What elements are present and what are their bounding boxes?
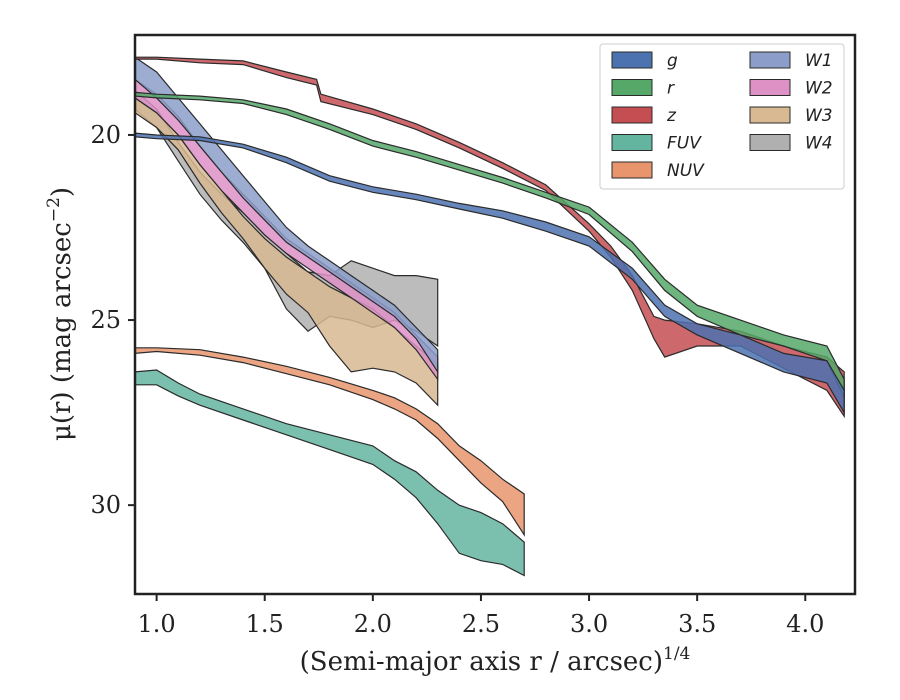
legend-swatch-w2 bbox=[749, 79, 791, 96]
legend-swatch-w3 bbox=[749, 106, 791, 124]
legend-label-w2: W2 bbox=[805, 79, 833, 99]
y-axis-label-exponent: −2 bbox=[44, 197, 64, 222]
legend: grz FUV NUV W1 W2 W3 W4 bbox=[599, 43, 845, 190]
x-tick-label: 2.0 bbox=[354, 610, 392, 638]
profile-areas bbox=[134, 56, 845, 577]
legend-swatch-r bbox=[611, 79, 653, 96]
legend-label-fuv: FUV bbox=[667, 134, 702, 154]
area-w1 bbox=[134, 56, 439, 374]
y-axis-label: μ(r) (mag arcsec−2) bbox=[44, 187, 77, 441]
legend-label-z: z bbox=[666, 106, 677, 126]
area-g bbox=[134, 132, 845, 415]
legend-swatch-fuv bbox=[611, 134, 653, 151]
plot-frame bbox=[133, 33, 857, 596]
y-tick-label: 30 bbox=[90, 491, 121, 519]
legend-label-g: g bbox=[667, 51, 678, 71]
legend-label-w1: W1 bbox=[805, 51, 833, 71]
x-axis-label-exponent: 1/4 bbox=[663, 644, 690, 664]
legend-swatch-nuv bbox=[611, 161, 653, 179]
area-fuv bbox=[134, 369, 525, 577]
y-axis-label-close: ) bbox=[47, 187, 77, 197]
x-tick-label: 3.5 bbox=[678, 610, 716, 638]
legend-label-w4: W4 bbox=[805, 134, 833, 154]
x-tick-label: 4.0 bbox=[786, 610, 824, 638]
legend-label-w3: W3 bbox=[805, 106, 833, 126]
legend-swatch-g bbox=[611, 51, 653, 69]
y-tick-label: 20 bbox=[90, 121, 121, 149]
area-w3 bbox=[134, 96, 439, 407]
x-tick-label: 3.0 bbox=[570, 610, 608, 638]
x-axis-ticks: 1.0 1.5 2.0 2.5 3.0 3.5 4.0 bbox=[138, 594, 824, 638]
legend-swatch-w1 bbox=[749, 51, 791, 69]
legend-items: grz FUV NUV W1 W2 W3 W4 bbox=[611, 51, 833, 181]
legend-label-r: r bbox=[667, 79, 675, 99]
legend-label-nuv: NUV bbox=[667, 161, 705, 181]
y-tick-label: 25 bbox=[90, 306, 121, 334]
x-axis-label: (Semi-major axis r / arcsec)1/4 bbox=[300, 644, 691, 677]
area-z bbox=[134, 56, 845, 419]
y-axis-ticks: 20 25 30 bbox=[90, 121, 135, 519]
legend-swatch-z bbox=[611, 106, 653, 124]
x-tick-label: 1.0 bbox=[138, 610, 176, 638]
x-tick-label: 1.5 bbox=[246, 610, 284, 638]
area-nuv bbox=[134, 347, 525, 537]
legend-swatch-w4 bbox=[749, 134, 791, 151]
x-tick-label: 2.5 bbox=[462, 610, 500, 638]
